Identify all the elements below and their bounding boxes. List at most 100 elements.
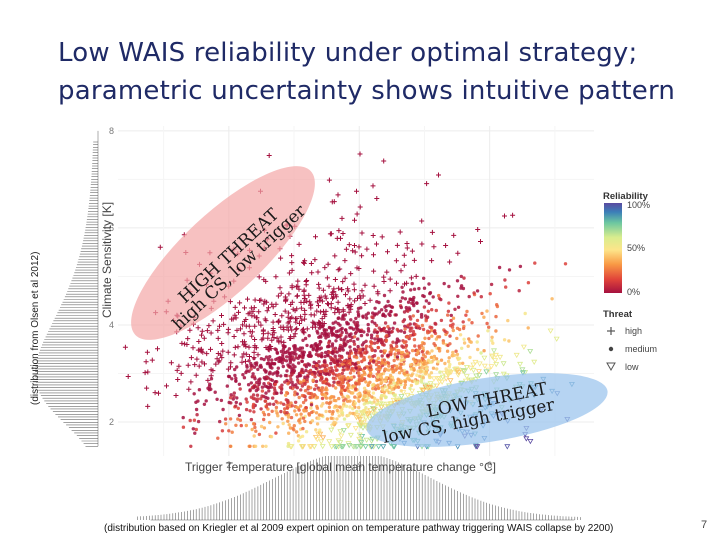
scatter-point-medium bbox=[244, 407, 249, 412]
scatter-point-medium bbox=[257, 382, 261, 387]
scatter-point-high bbox=[297, 321, 302, 326]
legend-high-marker bbox=[607, 327, 615, 335]
scatter-point-high bbox=[149, 357, 155, 363]
scatter-point-medium bbox=[193, 431, 197, 435]
scatter-point-low bbox=[447, 378, 454, 384]
scatter-point-medium bbox=[448, 342, 452, 346]
scatter-point-high bbox=[242, 305, 247, 311]
scatter-point-medium bbox=[357, 399, 361, 403]
scatter-point-high bbox=[381, 274, 387, 280]
scatter-point-medium bbox=[421, 294, 425, 298]
scatter-point-medium bbox=[383, 305, 387, 309]
scatter-point-low bbox=[422, 384, 429, 390]
scatter-point-medium bbox=[422, 305, 427, 309]
scatter-point-medium bbox=[374, 402, 379, 407]
scatter-point-medium bbox=[370, 315, 374, 319]
scatter-point-high bbox=[393, 258, 399, 264]
scatter-point-high bbox=[397, 229, 403, 235]
scatter-point-medium bbox=[400, 368, 404, 373]
scatter-point-medium bbox=[276, 366, 280, 370]
scatter-point-medium bbox=[351, 361, 355, 366]
scatter-point-high bbox=[303, 282, 309, 288]
scatter-point-medium bbox=[331, 410, 335, 414]
scatter-point-medium bbox=[417, 286, 421, 291]
scatter-point-medium bbox=[268, 355, 272, 359]
scatter-point-high bbox=[285, 320, 291, 326]
scatter-point-medium bbox=[399, 358, 403, 363]
scatter-point-high bbox=[364, 246, 370, 252]
scatter-point-medium bbox=[294, 400, 298, 404]
scatter-point-high bbox=[260, 327, 266, 333]
scatter-point-medium bbox=[395, 355, 400, 359]
scatter-point-medium bbox=[320, 331, 324, 336]
scatter-point-medium bbox=[377, 310, 381, 314]
scatter-point-medium bbox=[259, 357, 264, 361]
scatter-point-medium bbox=[324, 396, 329, 400]
scatter-point-medium bbox=[408, 386, 412, 391]
scatter-point-medium bbox=[329, 361, 333, 366]
scatter-point-medium bbox=[467, 318, 471, 322]
scatter-point-medium bbox=[413, 344, 417, 348]
scatter-point-medium bbox=[259, 397, 263, 401]
scatter-point-high bbox=[188, 355, 194, 361]
scatter-point-medium bbox=[191, 427, 195, 431]
scatter-point-medium bbox=[261, 444, 265, 448]
scatter-point-low bbox=[520, 344, 527, 350]
scatter-point-medium bbox=[329, 396, 333, 400]
scatter-point-high bbox=[287, 324, 293, 330]
scatter-point-medium bbox=[373, 312, 377, 316]
scatter-point-medium bbox=[386, 353, 390, 357]
scatter-point-medium bbox=[364, 380, 368, 384]
scatter-point-medium bbox=[459, 274, 463, 279]
scatter-point-high bbox=[302, 316, 308, 322]
scatter-point-medium bbox=[263, 377, 267, 381]
scatter-point-high bbox=[288, 302, 294, 307]
scatter-point-low bbox=[483, 369, 490, 375]
scatter-point-high bbox=[296, 241, 302, 247]
scatter-point-medium bbox=[352, 369, 356, 373]
scatter-point-medium bbox=[376, 383, 380, 387]
scatter-point-medium bbox=[375, 375, 380, 379]
scatter-point-medium bbox=[248, 444, 252, 448]
scatter-point-medium bbox=[430, 334, 434, 338]
scatter-point-high bbox=[312, 321, 318, 327]
data-points bbox=[122, 151, 575, 450]
scatter-point-high bbox=[343, 292, 348, 298]
scatter-point-medium bbox=[408, 378, 412, 382]
scatter-point-low bbox=[488, 364, 495, 370]
scatter-point-high bbox=[343, 246, 349, 252]
scatter-point-high bbox=[205, 377, 211, 383]
scatter-point-medium bbox=[411, 314, 415, 318]
reliability-label-50: 50% bbox=[627, 243, 645, 253]
scatter-point-high bbox=[261, 301, 267, 307]
scatter-point-high bbox=[301, 300, 307, 305]
scatter-point-medium bbox=[389, 309, 393, 314]
scatter-point-high bbox=[289, 253, 295, 259]
scatter-point-low bbox=[367, 408, 374, 414]
scatter-point-high bbox=[293, 319, 299, 325]
scatter-point-high bbox=[298, 305, 304, 311]
scatter-point-medium bbox=[310, 372, 315, 376]
scatter-point-medium bbox=[374, 323, 379, 328]
scatter-point-medium bbox=[359, 367, 363, 371]
y-axis-title: Climate Sensitivity [K] bbox=[100, 202, 114, 318]
scatter-point-medium bbox=[257, 432, 262, 437]
scatter-point-medium bbox=[347, 354, 352, 358]
scatter-point-medium bbox=[462, 276, 466, 280]
scatter-point-medium bbox=[285, 406, 290, 410]
scatter-point-high bbox=[351, 287, 357, 293]
scatter-point-medium bbox=[414, 323, 418, 327]
slide-title: Low WAIS reliability under optimal strat… bbox=[58, 34, 698, 110]
scatter-point-medium bbox=[372, 341, 377, 345]
scatter-point-medium bbox=[250, 364, 254, 368]
scatter-point-medium bbox=[319, 340, 323, 344]
scatter-point-low bbox=[391, 444, 398, 450]
scatter-point-high bbox=[198, 346, 204, 352]
scatter-point-high bbox=[331, 199, 337, 205]
low-threat-highlight bbox=[366, 373, 608, 447]
scatter-point-high bbox=[340, 279, 346, 285]
scatter-point-medium bbox=[399, 389, 403, 393]
scatter-point-low bbox=[452, 367, 459, 373]
scatter-point-low bbox=[357, 444, 364, 450]
scatter-point-medium bbox=[336, 380, 341, 385]
